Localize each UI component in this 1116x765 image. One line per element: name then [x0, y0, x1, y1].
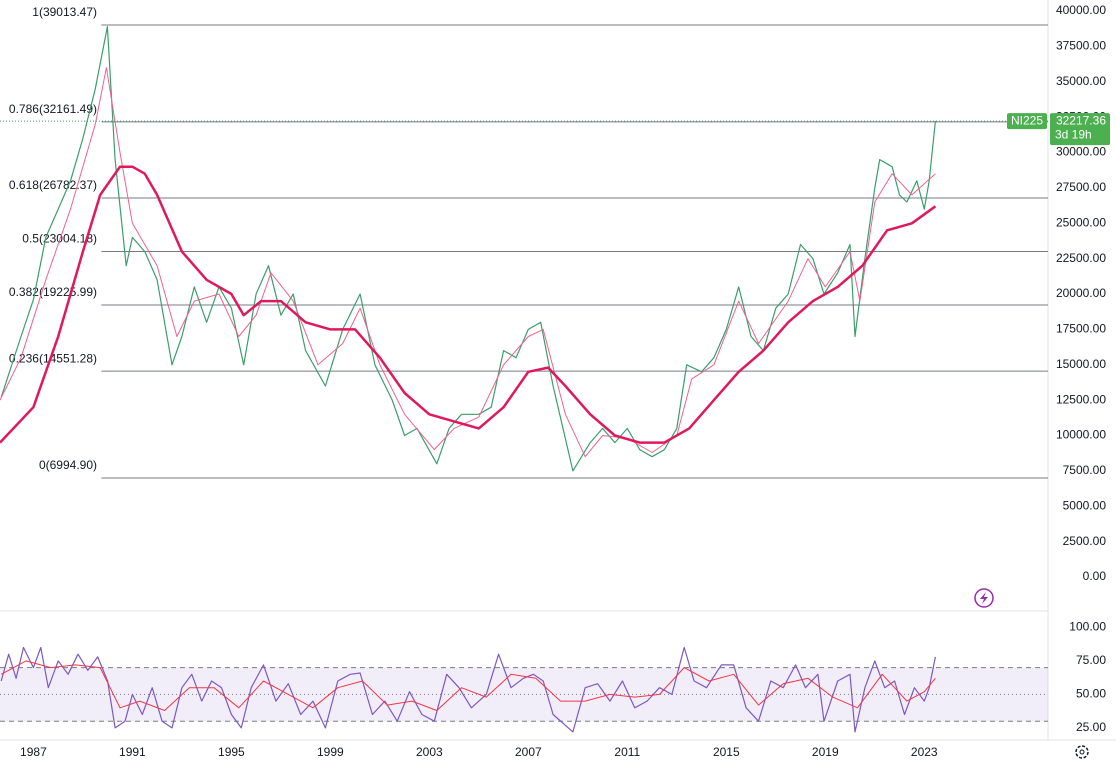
y-tick-label: 100.00: [1069, 620, 1106, 634]
y-tick-label: 22500.00: [1056, 251, 1106, 265]
fib-label: 1(39013.47): [32, 5, 97, 19]
series-line: [0, 646, 936, 733]
fib-label: 0.382(19225.99): [9, 285, 97, 299]
x-tick-label: 1999: [317, 745, 344, 759]
alert-bolt[interactable]: [980, 592, 988, 604]
x-tick-label: 2003: [416, 745, 443, 759]
y-tick-label: 12500.00: [1056, 392, 1106, 406]
settings-hub[interactable]: [1079, 749, 1085, 755]
x-tick-label: 2015: [713, 745, 740, 759]
y-tick-label: 5000.00: [1063, 498, 1107, 512]
y-tick-label: 40000.00: [1056, 3, 1106, 17]
alert-circle[interactable]: [974, 588, 994, 608]
alert-icon[interactable]: [974, 588, 994, 608]
y-tick-label: 2500.00: [1063, 534, 1107, 548]
x-tick-label: 2011: [614, 745, 640, 759]
symbol-label: NI225: [1011, 113, 1043, 127]
y-tick-label: 30000.00: [1056, 145, 1106, 159]
y-tick-label: 27500.00: [1056, 180, 1106, 194]
settings-icon[interactable]: [1075, 745, 1089, 759]
fib-label: 0(6994.90): [39, 458, 97, 472]
x-tick-label: 1995: [218, 745, 245, 759]
price-tag-label: 32217.36: [1056, 113, 1106, 127]
y-tick-label: 50.00: [1076, 687, 1106, 701]
fib-label: 0.786(32161.49): [9, 102, 97, 116]
y-tick-label: 25000.00: [1056, 215, 1106, 229]
y-tick-label: 10000.00: [1056, 428, 1106, 442]
y-tick-label: 35000.00: [1056, 74, 1106, 88]
x-tick-label: 2019: [812, 745, 839, 759]
price-tag: [1050, 113, 1110, 146]
series-line: [0, 26, 936, 472]
y-tick-label: 7500.00: [1063, 463, 1107, 477]
y-tick-label: 17500.00: [1056, 322, 1106, 336]
x-tick-label: 1991: [119, 745, 146, 759]
fib-label: 0.5(23004.18): [22, 232, 97, 246]
y-tick-label: 20000.00: [1056, 286, 1106, 300]
fib-label: 0.618(26782.37): [9, 178, 97, 192]
x-tick-label: 2023: [911, 745, 938, 759]
settings-gear[interactable]: [1075, 745, 1089, 759]
y-tick-label: 25.00: [1076, 720, 1106, 734]
symbol-tag: [1007, 113, 1047, 130]
series-line: [0, 67, 936, 458]
fib-label: 0.236(14551.28): [9, 351, 97, 365]
y-tick-label: 15000.00: [1056, 357, 1106, 371]
y-tick-label: 37500.00: [1056, 39, 1106, 53]
series-line: [0, 660, 936, 711]
series-line: [0, 165, 937, 444]
countdown-label: 3d 19h: [1055, 127, 1092, 141]
x-tick-label: 1987: [20, 745, 47, 759]
x-tick-label: 2007: [515, 745, 542, 759]
y-tick-label: 0.00: [1083, 569, 1107, 583]
y-tick-label: 75.00: [1076, 653, 1106, 667]
